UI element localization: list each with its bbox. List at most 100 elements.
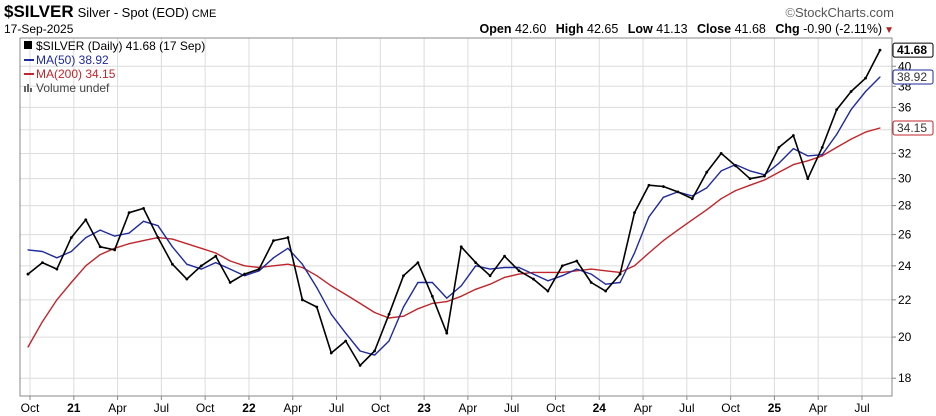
data-point — [864, 90, 867, 93]
data-point — [604, 289, 608, 293]
data-point — [677, 229, 679, 231]
data-point — [26, 272, 30, 276]
data-point — [171, 246, 174, 248]
data-point — [791, 134, 795, 137]
data-point — [329, 351, 333, 355]
legend-ma50: MA(50) 38.92 — [24, 53, 109, 67]
last-value-text: 38.92 — [897, 70, 927, 84]
data-point — [518, 266, 520, 269]
data-point — [287, 263, 289, 265]
close-value: 41.68 — [734, 22, 766, 36]
data-point — [345, 293, 347, 296]
data-point — [576, 268, 578, 270]
data-point — [214, 254, 218, 258]
x-tick-label: 24 — [593, 401, 607, 415]
data-point — [518, 273, 520, 275]
data-point — [128, 243, 130, 245]
data-point — [662, 196, 664, 198]
data-point — [301, 266, 303, 269]
data-point — [633, 265, 636, 267]
data-point — [229, 268, 231, 270]
data-point — [215, 252, 217, 254]
x-tick-label: Jul — [504, 401, 519, 415]
data-point — [691, 219, 693, 221]
data-point — [431, 302, 433, 305]
data-point — [156, 236, 160, 239]
data-point — [27, 249, 29, 251]
data-point — [55, 267, 59, 271]
symbol-description: Silver - Spot (EOD) — [77, 5, 189, 20]
data-point — [330, 285, 332, 287]
last-value-text: 41.68 — [897, 43, 927, 57]
close-label: Close — [697, 22, 732, 36]
data-point — [300, 298, 304, 302]
data-point — [114, 235, 116, 237]
data-point — [287, 247, 289, 249]
brand-name: StockCharts.com — [795, 5, 894, 20]
data-point — [517, 269, 521, 273]
data-point — [676, 190, 680, 194]
data-point — [358, 364, 362, 367]
data-point — [359, 350, 361, 352]
brand-watermark[interactable]: ©StockCharts.com — [785, 5, 894, 20]
data-point — [778, 171, 780, 173]
data-point — [590, 273, 592, 275]
data-point — [387, 312, 391, 316]
data-point — [763, 174, 766, 178]
data-point — [128, 232, 130, 234]
ohlc-bar: Open 42.60 High 42.65 Low 41.13 Close 41… — [474, 22, 894, 36]
y-tick-label: 26 — [898, 228, 912, 242]
data-point — [200, 268, 202, 270]
data-point — [532, 273, 535, 275]
x-tick-label: Apr — [459, 401, 478, 415]
legend-ma200-text: MA(200) 34.15 — [36, 67, 116, 81]
legend-volume: Volume undef — [24, 81, 110, 95]
data-point — [345, 332, 347, 334]
data-point — [749, 184, 751, 186]
data-point — [99, 254, 101, 256]
data-point — [706, 187, 708, 189]
data-point — [344, 339, 348, 343]
data-point — [215, 261, 217, 264]
data-point — [56, 299, 58, 301]
y-tick-label: 30 — [898, 172, 912, 186]
x-tick-label: Oct — [21, 401, 40, 415]
data-point — [690, 197, 694, 201]
data-point — [720, 198, 722, 200]
data-point — [532, 277, 535, 281]
data-point — [142, 240, 145, 242]
data-point — [734, 164, 737, 168]
data-point — [98, 245, 102, 249]
data-point — [720, 170, 722, 172]
y-tick-label: 22 — [898, 293, 912, 307]
data-point — [257, 267, 261, 271]
data-point — [605, 283, 607, 285]
data-point — [719, 152, 723, 155]
x-tick-label: Apr — [634, 401, 653, 415]
data-point — [56, 257, 58, 259]
data-point — [27, 346, 29, 348]
data-point — [489, 283, 491, 285]
x-tick-label: Apr — [108, 401, 127, 415]
data-point — [417, 308, 419, 310]
data-point — [475, 288, 477, 290]
data-point — [84, 218, 88, 222]
data-point — [388, 340, 390, 342]
grid-lines — [20, 38, 892, 396]
data-point — [532, 271, 535, 274]
data-point — [777, 145, 781, 149]
data-point — [648, 252, 650, 254]
data-point — [41, 250, 44, 253]
data-point — [373, 349, 376, 353]
data-point — [41, 261, 44, 264]
x-tick-label: Jul — [329, 401, 344, 415]
x-tick-label: Jul — [154, 401, 169, 415]
data-point — [503, 254, 506, 258]
chg-down-icon: ▼ — [884, 25, 894, 36]
data-point — [402, 274, 405, 278]
series-line-ma-200- — [27, 127, 881, 348]
data-point — [69, 236, 73, 239]
x-tick-label: Oct — [371, 401, 390, 415]
x-tick-label: Jul — [679, 401, 694, 415]
